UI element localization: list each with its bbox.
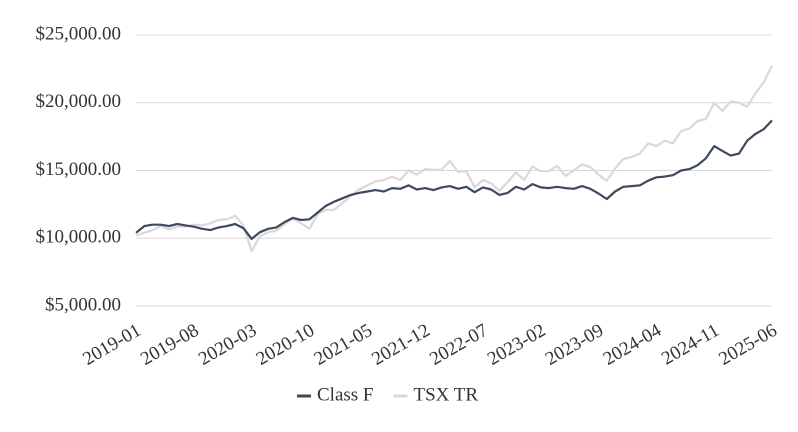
x-tick-label: 2021-05 xyxy=(311,320,376,370)
x-tick-label: 2024-11 xyxy=(658,320,723,369)
x-tick-label: 2024-04 xyxy=(600,320,666,370)
y-tick-label: $15,000.00 xyxy=(36,159,122,180)
x-tick-label: 2020-03 xyxy=(195,320,260,370)
y-tick-label: $25,000.00 xyxy=(36,23,122,44)
x-tick-label: 2023-09 xyxy=(542,320,607,370)
x-tick-label: 2020-10 xyxy=(253,320,318,370)
y-tick-label: $10,000.00 xyxy=(36,227,122,248)
x-tick-label: 2019-08 xyxy=(137,320,202,370)
series-line xyxy=(135,119,773,240)
series-line xyxy=(135,65,773,253)
y-tick-label: $20,000.00 xyxy=(36,91,122,112)
x-tick-label: 2022-07 xyxy=(426,320,491,370)
x-tick-label: 2025-06 xyxy=(715,320,780,370)
legend-label: Class F xyxy=(317,384,374,405)
legend-label: TSX TR xyxy=(414,384,479,405)
y-tick-label: $5,000.00 xyxy=(45,294,121,315)
x-tick-label: 2023-02 xyxy=(484,320,549,370)
x-tick-label: 2019-01 xyxy=(79,320,144,370)
x-tick-label: 2021-12 xyxy=(368,320,433,370)
